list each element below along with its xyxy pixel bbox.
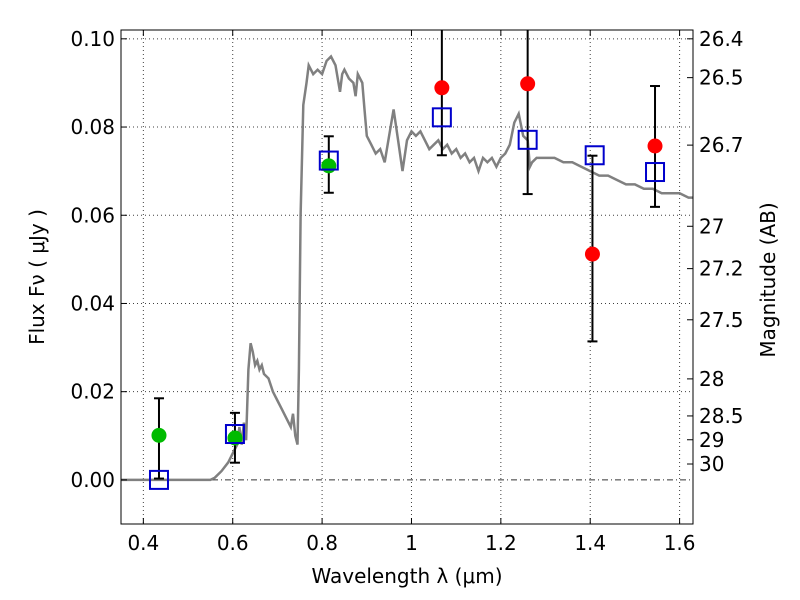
mag-tick-label: 27 xyxy=(699,214,724,238)
grid xyxy=(121,30,693,524)
x-tick-label: 1.2 xyxy=(485,531,517,555)
y-tick-label: 0.00 xyxy=(70,468,115,492)
mag-tick-label: 26.5 xyxy=(699,66,744,90)
mag-tick-label: 29 xyxy=(699,428,724,452)
y-tick-label: 0.04 xyxy=(70,291,115,315)
model-photometry-square xyxy=(148,469,169,490)
model-photometry-square xyxy=(584,145,605,166)
plot-data xyxy=(121,30,693,490)
x-tick-label: 0.8 xyxy=(306,531,338,555)
model-photometry-square xyxy=(517,129,538,150)
mag-tick-label: 27.5 xyxy=(699,308,744,332)
mag-tick-label: 26.7 xyxy=(699,133,744,157)
data-point xyxy=(647,138,663,154)
y-axis-label: Flux Fν ( μJy ) xyxy=(25,209,49,345)
mag-tick-label: 27.2 xyxy=(699,257,744,281)
y-tick-label: 0.08 xyxy=(70,115,115,139)
data-point xyxy=(520,76,536,92)
model-photometry-square xyxy=(224,424,245,445)
x-tick-label: 1.6 xyxy=(664,531,696,555)
data-point xyxy=(584,246,600,262)
mag-tick-label: 28 xyxy=(699,367,724,391)
model-photometry-square xyxy=(431,107,452,128)
axis-ticks: 0.4 0.6 0.8 1 1.2 1.4 1.6 0.00 0.02 0.04 0.06 0.08 0… xyxy=(70,27,743,555)
model-photometry-square xyxy=(318,150,339,171)
y-tick-label: 0.02 xyxy=(70,380,115,404)
data-point xyxy=(434,80,450,96)
y-tick-label: 0.06 xyxy=(70,203,115,227)
x-axis-label: Wavelength λ (μm) xyxy=(311,564,502,588)
data-point xyxy=(151,427,167,443)
data-point xyxy=(227,430,243,446)
sed-model-line xyxy=(121,54,693,482)
x-tick-label: 0.6 xyxy=(217,531,249,555)
plot-frame xyxy=(120,29,694,525)
data-point xyxy=(321,158,337,174)
x-tick-label: 0.4 xyxy=(127,531,159,555)
model-photometry-square xyxy=(645,162,666,183)
mag-tick-label: 26.4 xyxy=(699,27,744,51)
y-tick-label: 0.10 xyxy=(70,27,115,51)
y2-axis-label: Magnitude (AB) xyxy=(756,202,780,357)
x-tick-label: 1 xyxy=(405,531,418,555)
x-tick-label: 1.4 xyxy=(574,531,606,555)
mag-tick-label: 28.5 xyxy=(699,404,744,428)
mag-tick-label: 30 xyxy=(699,452,724,476)
